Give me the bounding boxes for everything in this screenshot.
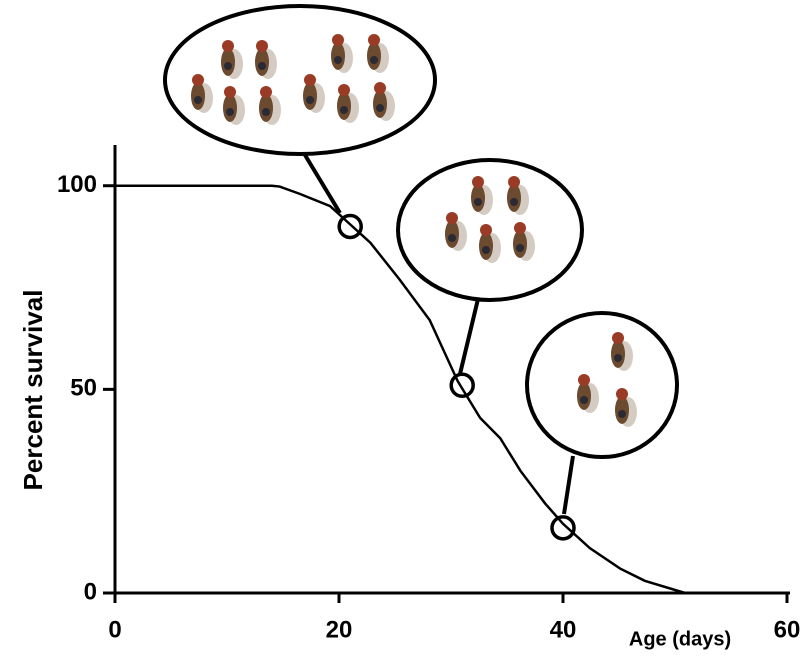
fly-head bbox=[612, 332, 624, 344]
connector bbox=[562, 455, 575, 515]
fly-head bbox=[224, 86, 236, 98]
fly-eye bbox=[226, 108, 234, 116]
fly-head bbox=[256, 40, 268, 52]
fly-eye bbox=[194, 96, 202, 104]
fly-eye bbox=[482, 246, 490, 254]
x-axis-label: Age (days) bbox=[629, 628, 731, 650]
survival-line bbox=[115, 184, 686, 595]
x-tick-label: 40 bbox=[550, 616, 577, 643]
fly-eye bbox=[516, 244, 524, 252]
fly-head bbox=[192, 74, 204, 86]
fly-eye bbox=[262, 108, 270, 116]
fly-eye bbox=[474, 198, 482, 206]
x-tick-label: 20 bbox=[326, 616, 353, 643]
highlight-point bbox=[550, 515, 576, 541]
fly-eye bbox=[376, 104, 384, 112]
highlight-point bbox=[337, 213, 363, 240]
x-tick-label: 60 bbox=[774, 616, 801, 643]
fly-head bbox=[304, 74, 316, 86]
fly-head bbox=[260, 86, 272, 98]
y-tick-label: 0 bbox=[84, 578, 97, 605]
connector bbox=[303, 153, 342, 215]
fly-eye bbox=[618, 410, 626, 418]
y-tick-label: 100 bbox=[57, 171, 97, 198]
bubble bbox=[163, 4, 437, 156]
bubbles bbox=[163, 4, 679, 515]
connector bbox=[458, 298, 480, 375]
fly-head bbox=[578, 374, 590, 386]
fly-eye bbox=[334, 56, 342, 64]
fly-head bbox=[514, 222, 526, 234]
fly-eye bbox=[258, 62, 266, 70]
bubble bbox=[525, 311, 679, 459]
fly-eye bbox=[448, 234, 456, 242]
fly-head bbox=[508, 176, 520, 188]
x-tick-label: 0 bbox=[108, 616, 121, 643]
fly-eye bbox=[306, 96, 314, 104]
fly-head bbox=[472, 176, 484, 188]
fly-eye bbox=[370, 56, 378, 64]
flies bbox=[191, 34, 637, 427]
fly-head bbox=[338, 84, 350, 96]
fly-eye bbox=[340, 106, 348, 114]
y-axis-label: Percent survival bbox=[18, 290, 48, 491]
fly-eye bbox=[224, 62, 232, 70]
fly-eye bbox=[614, 354, 622, 362]
fly-head bbox=[368, 34, 380, 46]
fly-head bbox=[222, 40, 234, 52]
fly-head bbox=[446, 212, 458, 224]
fly-head bbox=[480, 224, 492, 236]
highlight-point bbox=[449, 372, 475, 399]
fly-head bbox=[374, 82, 386, 94]
fly-eye bbox=[580, 396, 588, 404]
fly-head bbox=[616, 388, 628, 400]
y-tick-label: 50 bbox=[70, 375, 97, 402]
fly-eye bbox=[510, 198, 518, 206]
fly-head bbox=[332, 34, 344, 46]
